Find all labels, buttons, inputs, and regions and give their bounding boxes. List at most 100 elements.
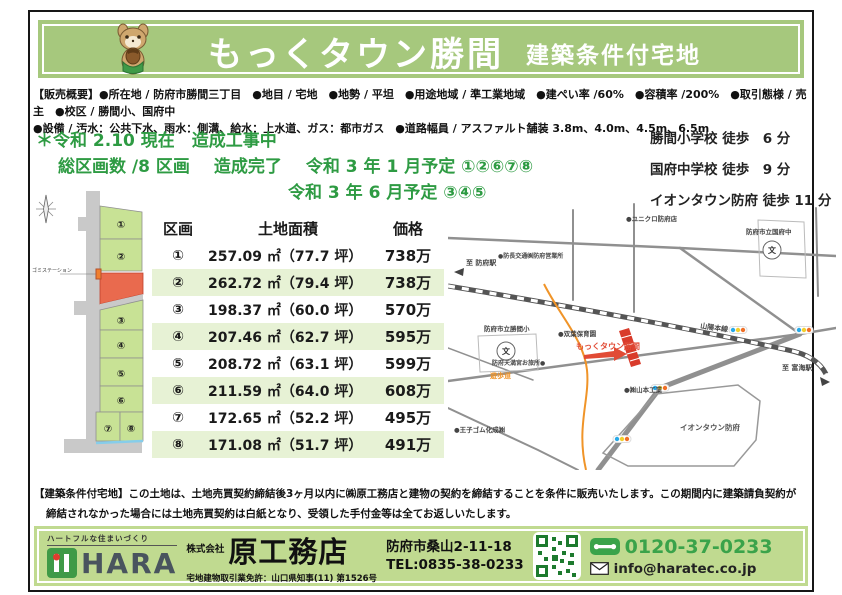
lot-cell: ⑥	[172, 382, 184, 399]
access-item: 国府中学校 徒歩 9 分	[650, 162, 791, 178]
hara-logo-text: HARA	[81, 546, 178, 580]
status-schedule2: 令和 3 年 6 月予定 ③④⑤	[288, 183, 487, 203]
page-title: もっくタウン勝間	[208, 35, 504, 75]
school-outlines	[477, 219, 807, 373]
map-label-oji: ●王子ゴム化成㈱	[454, 425, 506, 434]
map-label-bocho-bus: ●防長交通㈱防府営業所	[498, 252, 563, 260]
status-schedule-line: 総区画数 /8 区画 造成完了 令和 3 年 1 月予定 ①②⑥⑦⑧	[58, 152, 533, 177]
area-cell: 211.59 ㎡（64.0 坪）	[208, 383, 363, 400]
lot-cell: ⑧	[172, 436, 184, 453]
col-header-lot: 区画	[162, 219, 193, 238]
map-label-aeon: イオンタウン防府	[680, 422, 740, 432]
map-label-site: もっくタウン勝間	[576, 341, 640, 351]
north-compass-icon	[36, 194, 56, 224]
price-cell: 738万	[384, 274, 432, 292]
table-row: ① 257.09 ㎡（77.7 坪） 738万	[152, 242, 444, 269]
map-label-otabisho: 防府天満宮お旅所●	[492, 359, 545, 367]
lot-cell: ①	[172, 247, 184, 264]
company-logo: ハートフルな住まいづくり HARA	[47, 533, 178, 580]
price-cell: 738万	[384, 247, 432, 265]
col-header-price: 価格	[392, 219, 423, 238]
price-cell: 599万	[384, 355, 432, 373]
traffic-light-icons	[612, 326, 814, 443]
map-label-to-hofu-station: 至 防府駅	[466, 258, 497, 267]
table-row: ③ 198.37 ㎡（60.0 坪） 570万	[152, 296, 444, 323]
area-cell: 262.72 ㎡（79.4 坪）	[208, 275, 363, 292]
area-cell: 207.46 ㎡（62.7 坪）	[208, 329, 363, 346]
table-row: ④ 207.46 ㎡（62.7 坪） 595万	[152, 323, 444, 350]
area-cell: 171.08 ㎡（51.7 坪）	[208, 437, 363, 454]
map-label-yamamoto: ●㈱山本工業	[624, 385, 663, 394]
contact-block: 0120-37-0233 info@haratec.co.jp	[589, 535, 773, 577]
school-symbol-circle	[762, 240, 782, 260]
status-schedule1: 令和 3 年 1 月予定 ①②⑥⑦⑧	[305, 157, 534, 177]
garbage-station-marker	[95, 268, 102, 280]
price-cell: 495万	[384, 409, 432, 427]
promenade-path	[543, 283, 589, 470]
map-label-to-tonomi-station: 至 富海駅	[782, 363, 813, 372]
status-done-label: 造成完了	[213, 157, 282, 177]
site-marker	[584, 328, 641, 367]
lot-cell: ③	[172, 301, 184, 318]
access-list: 勝間小学校 徒歩 6 分 国府中学校 徒歩 9 分 イオンタウン防府 徒歩 11…	[650, 124, 831, 217]
lot-number: ⑤	[117, 369, 125, 380]
overview-line1: 【販売概要】●所在地 / 防府市勝間三丁目 ●地目 / 宅地 ●地勢 / 平坦 …	[33, 88, 807, 118]
lot-number: ⑦	[104, 424, 112, 435]
header-banner: もっくタウン勝間 建築条件付宅地	[38, 20, 804, 78]
lot-number: ③	[117, 316, 125, 327]
area-map: 至 防府駅 ●防長交通㈱防府営業所 ●ユニクロ防府店 防府市立国府中 文 山陽本…	[448, 203, 836, 470]
email-icon	[589, 562, 609, 575]
freedial-number: 0120-37-0233	[624, 535, 773, 558]
qr-code	[532, 532, 581, 580]
price-table: 区画 土地面積 価格 ① 257.09 ㎡（77.7 坪） 738万 ② 262.72…	[152, 214, 444, 458]
site-lots	[95, 205, 144, 442]
status-total-lots: 総区画数 /8 区画	[58, 157, 190, 177]
hara-logo-mark-icon	[47, 548, 77, 578]
company-prefix: 株式会社	[186, 543, 225, 555]
conditions-line1: 【建築条件付宅地】この土地は、土地売買契約締結後3ヶ月以内に㈱原工務店と建物の契…	[34, 488, 797, 500]
map-label-promenade: 遊歩道	[490, 371, 511, 380]
map-label-sanyo-line: 山陽本線	[700, 321, 729, 334]
tel-text: TEL:0835-38-0233	[386, 557, 524, 573]
footer-bar: ハートフルな住まいづくり HARA 株式会社 原工務店 宅地建物取引業免許：	[34, 526, 808, 586]
mascot-squirrel-icon	[117, 23, 149, 75]
price-cell: 491万	[384, 436, 432, 454]
map-label-katsuma-es: 防府市立勝間小	[484, 324, 530, 333]
school-mark: 文	[502, 346, 511, 356]
area-cell: 208.72 ㎡（63.1 坪）	[208, 356, 363, 373]
garbage-station-label: ゴミステーション	[32, 267, 72, 274]
map-label-futaba: ●双葉保育園	[558, 329, 597, 338]
to-hofu-arrow	[454, 268, 464, 276]
table-row: ⑦ 172.65 ㎡（52.2 坪） 495万	[152, 404, 444, 431]
status-current: ＊令和 2.10 現在 造成工事中	[36, 131, 277, 151]
price-cell: 595万	[384, 328, 432, 346]
lot-number: ⑧	[127, 424, 135, 435]
company-name: 原工務店	[228, 534, 349, 569]
aeon-outline	[601, 384, 761, 467]
lot-cell: ⑤	[172, 355, 184, 372]
lot-cell: ④	[172, 328, 184, 345]
map-label-uniqlo: ●ユニクロ防府店	[626, 214, 678, 223]
table-row: ⑤ 208.72 ㎡（63.1 坪） 599万	[152, 350, 444, 377]
company-name-block: 株式会社 原工務店 宅地建物取引業免許：山口県知事(11) 第1526号	[186, 529, 377, 584]
license-text: 宅地建物取引業免許：山口県知事(11) 第1526号	[186, 573, 378, 584]
price-cell: 608万	[384, 382, 432, 400]
access-item: イオンタウン防府 徒歩 11 分	[650, 193, 832, 209]
price-cell: 570万	[384, 301, 432, 319]
table-header-row: 区画 土地面積 価格	[152, 214, 444, 242]
footer-content: ハートフルな住まいづくり HARA 株式会社 原工務店 宅地建物取引業免許：	[37, 529, 805, 584]
lot-number: ①	[117, 220, 125, 231]
page-border	[28, 10, 814, 592]
table-row: ② 262.72 ㎡（79.4 坪） 738万	[152, 269, 444, 296]
conditions-line2: 締結されなかった場合には土地売買契約は白紙となり、受領した手付金等は全てお返しい…	[46, 508, 517, 520]
site-arrow	[584, 347, 627, 361]
building-conditions: 【建築条件付宅地】この土地は、土地売買契約締結後3ヶ月以内に㈱原工務店と建物の契…	[34, 484, 812, 524]
address-text: 防府市桑山2-11-18	[386, 539, 512, 555]
area-cell: 198.37 ㎡（60.0 坪）	[208, 302, 363, 319]
col-header-area: 土地面積	[257, 219, 318, 238]
school-mark: 文	[768, 245, 777, 255]
freedial-icon	[589, 538, 620, 555]
area-cell: 172.65 ㎡（52.2 坪）	[208, 410, 363, 427]
to-tonomi-arrow	[820, 377, 830, 386]
